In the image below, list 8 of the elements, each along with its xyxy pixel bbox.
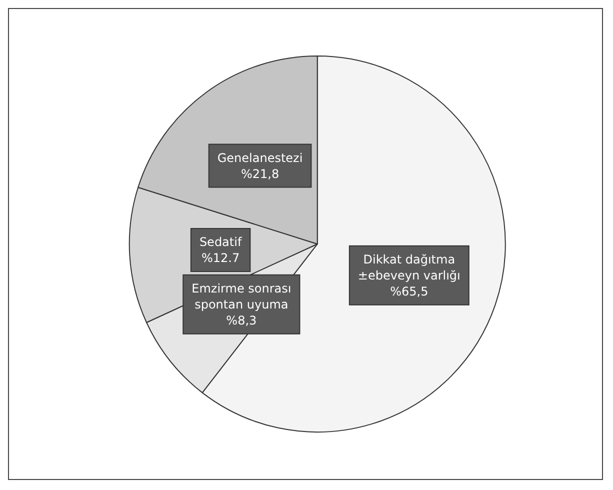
slice-label: Genelanestezi [217,150,303,165]
data-label: %21,8 [240,166,280,181]
data-label: %65,5 [390,284,428,298]
slice-label: Sedatif [199,235,242,250]
data-label: %12.7 [201,251,240,266]
data-label: %8,3 [226,313,257,328]
slice-label: Dikkat dağıtma ±ebeveyn varlığı [358,252,460,282]
slice-label: Emzirme sonrası spontan uyuma [192,281,292,312]
